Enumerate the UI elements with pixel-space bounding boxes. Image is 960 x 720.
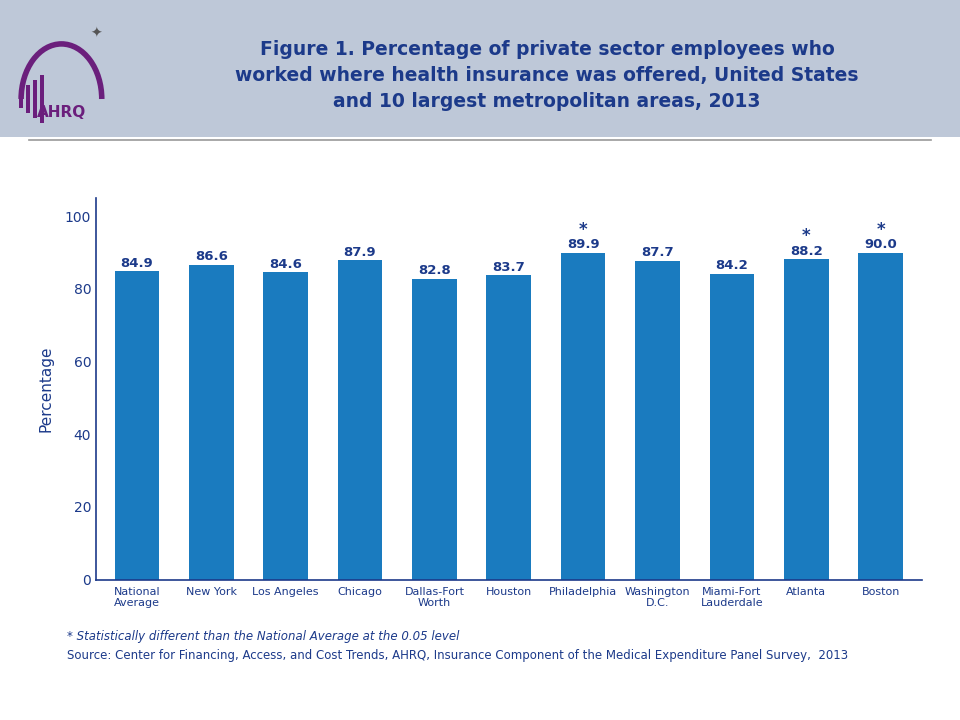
Text: 83.7: 83.7 xyxy=(492,261,525,274)
Text: 84.9: 84.9 xyxy=(121,256,154,269)
Bar xyxy=(636,261,680,580)
Bar xyxy=(412,279,457,580)
Text: * Statistically different than the National Average at the 0.05 level: * Statistically different than the Natio… xyxy=(67,630,460,643)
Text: *: * xyxy=(579,221,588,239)
Text: AHRQ: AHRQ xyxy=(36,105,86,120)
Text: 84.6: 84.6 xyxy=(269,258,302,271)
Text: 87.7: 87.7 xyxy=(641,246,674,259)
Bar xyxy=(338,260,382,580)
Text: 82.8: 82.8 xyxy=(418,264,451,277)
Bar xyxy=(858,253,903,580)
Text: 87.9: 87.9 xyxy=(344,246,376,258)
Bar xyxy=(263,272,308,580)
Bar xyxy=(114,271,159,580)
Text: 88.2: 88.2 xyxy=(790,245,823,258)
Bar xyxy=(19,90,23,108)
Text: *: * xyxy=(802,228,810,246)
Bar xyxy=(0,0,960,137)
Bar xyxy=(784,259,828,580)
Text: Source: Center for Financing, Access, and Cost Trends, AHRQ, Insurance Component: Source: Center for Financing, Access, an… xyxy=(67,649,849,662)
Y-axis label: Percentage: Percentage xyxy=(38,346,54,432)
Text: 84.2: 84.2 xyxy=(715,259,748,272)
Text: 89.9: 89.9 xyxy=(566,238,599,251)
Bar xyxy=(709,274,755,580)
Text: *: * xyxy=(876,221,885,239)
Text: ✦: ✦ xyxy=(90,27,102,41)
Bar xyxy=(487,276,531,580)
Text: Figure 1. Percentage of private sector employees who
worked where health insuran: Figure 1. Percentage of private sector e… xyxy=(235,40,859,111)
Bar xyxy=(561,253,606,580)
Text: 86.6: 86.6 xyxy=(195,251,228,264)
Bar xyxy=(189,265,233,580)
Bar xyxy=(33,80,37,118)
Bar xyxy=(39,75,44,123)
Bar xyxy=(26,85,31,113)
Text: 90.0: 90.0 xyxy=(864,238,897,251)
